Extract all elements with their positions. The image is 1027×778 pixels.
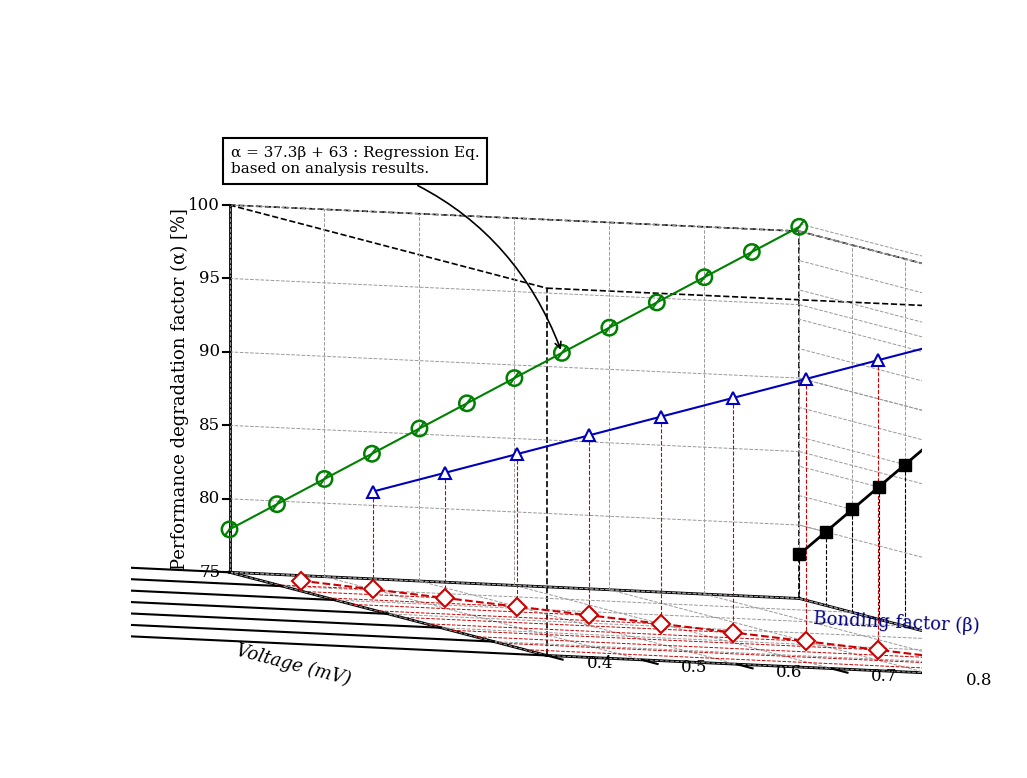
Text: α = 37.3β + 63 : Regression Eq.
based on analysis results.: α = 37.3β + 63 : Regression Eq. based on…	[231, 145, 561, 349]
Text: 90: 90	[199, 343, 220, 360]
Text: Performance degradation factor (α) [%]: Performance degradation factor (α) [%]	[170, 208, 189, 569]
Text: 0.6: 0.6	[776, 664, 803, 681]
Text: Bonding factor (β): Bonding factor (β)	[813, 609, 980, 636]
Text: 80: 80	[199, 490, 220, 507]
Text: 95: 95	[199, 270, 220, 287]
Text: 0.5: 0.5	[681, 660, 708, 676]
Text: 0.7: 0.7	[871, 668, 898, 685]
Text: 0.4: 0.4	[586, 655, 613, 672]
Text: 0.8: 0.8	[966, 672, 993, 689]
Text: 100: 100	[188, 197, 220, 213]
Text: 85: 85	[199, 417, 220, 434]
Text: Voltage (mV): Voltage (mV)	[234, 641, 352, 689]
Text: 75: 75	[199, 564, 220, 581]
